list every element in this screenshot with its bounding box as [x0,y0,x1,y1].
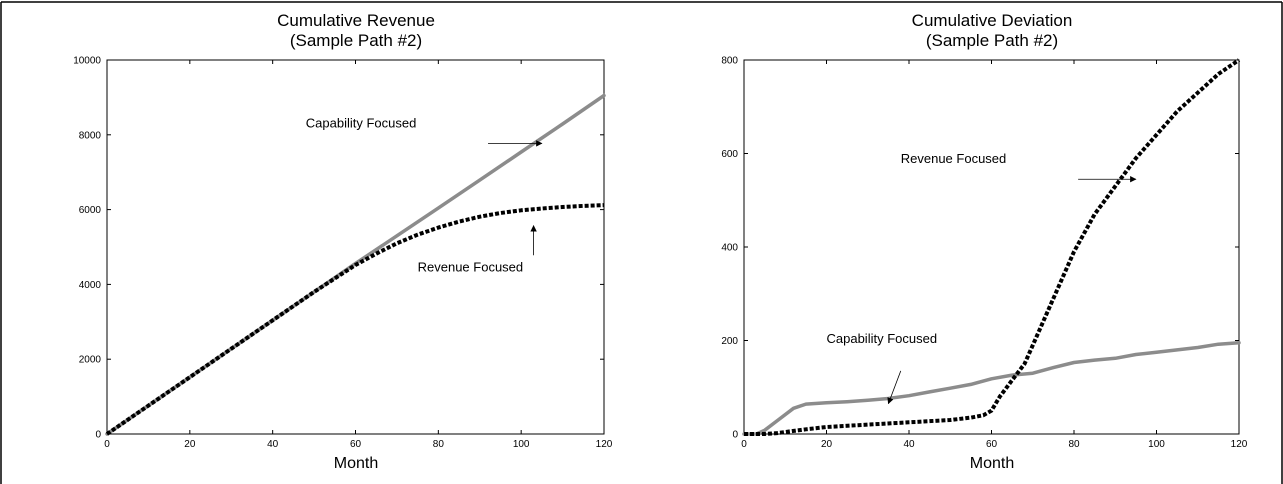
y-tick-label: 400 [721,243,738,254]
x-tick-label: 20 [184,439,196,450]
x-tick-label: 20 [821,439,833,450]
y-tick-label: 6000 [79,205,102,216]
x-axis-label: Month [970,455,1014,472]
series-layer [742,58,1241,436]
annotation-layer: Capability Focused Revenue Focused [306,115,543,274]
x-tick-label: 60 [986,439,998,450]
annotation-label: Capability Focused [827,331,938,346]
series-layer [105,93,606,436]
chart-title: Cumulative Revenue [277,11,435,30]
x-tick-label: 100 [513,439,530,450]
y-tick-label: 600 [721,149,738,160]
chart-subtitle: (Sample Path #2) [290,31,422,50]
x-tick-label: 0 [741,439,747,450]
annotation-label: Capability Focused [306,115,417,130]
annotation-arrow [887,370,902,405]
annotation-layer: Revenue Focused Capability Focused [827,151,1137,405]
chart-subtitle: (Sample Path #2) [926,31,1058,50]
chart-title: Cumulative Deviation [912,11,1073,30]
y-tick-label: 8000 [79,130,102,141]
series-line-capability-focused [742,341,1241,436]
annotation-label: Revenue Focused [901,151,1007,166]
x-tick-label: 0 [104,439,110,450]
y-tick-label: 10000 [73,56,101,67]
x-tick-label: 120 [596,439,613,450]
x-tick-label: 100 [1148,439,1165,450]
x-tick-label: 60 [350,439,362,450]
x-tick-label: 80 [1068,439,1080,450]
y-tick-label: 0 [95,430,101,441]
y-tick-label: 4000 [79,280,102,291]
y-tick-label: 200 [721,336,738,347]
cumulative-revenue-chart: Cumulative Revenue (Sample Path #2) 0 20 4… [73,11,613,472]
x-tick-label: 120 [1231,439,1248,450]
x-tick-label: 40 [267,439,279,450]
series-line-revenue-focused [744,58,1241,436]
cumulative-deviation-chart: Cumulative Deviation (Sample Path #2) 0 2… [721,11,1247,472]
x-tick-label: 40 [903,439,915,450]
series-line-revenue-focused [105,203,605,436]
x-axis-label: Month [334,455,378,472]
y-tick-label: 800 [721,56,738,67]
axis-ticks: 0 20 40 60 80 100 120 0 200 400 600 800 [721,56,1247,451]
y-tick-label: 2000 [79,355,102,366]
x-tick-label: 80 [433,439,445,450]
annotation-label: Revenue Focused [418,259,524,274]
y-tick-label: 0 [732,430,738,441]
axis-ticks: 0 20 40 60 80 100 120 0 2000 4000 6000 8000 10000 [73,56,613,451]
